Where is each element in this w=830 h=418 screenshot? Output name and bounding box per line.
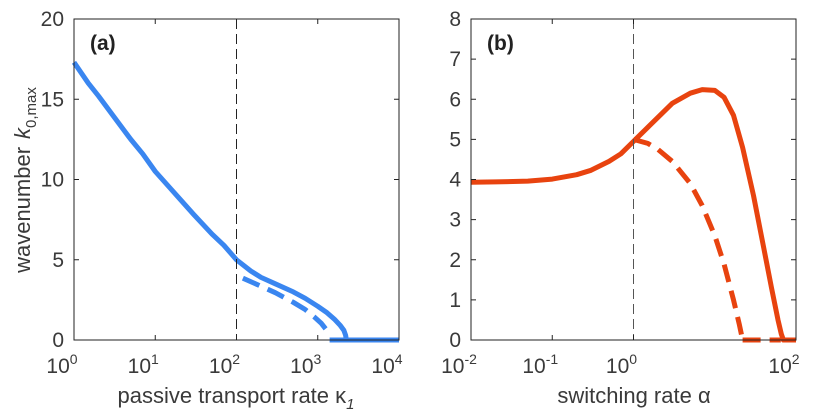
panel-b-y-tick-label: 7 <box>449 48 461 71</box>
panel-a-x-tick-label: 100 <box>46 351 77 378</box>
panel-a-xlabel: passive transport rate κ1 <box>117 383 354 413</box>
panel-a-series-0 <box>71 60 349 341</box>
panel-b-xlabel: switching rate α <box>557 383 711 408</box>
panel-b-x-tick-label: 10-1 <box>522 351 558 378</box>
panel-a-x-ticks: 100 101 102 103 104 <box>46 19 403 378</box>
panel-a-y-tick-label: 20 <box>41 8 64 31</box>
panel-b-x-tick-label: 10-2 <box>441 351 477 378</box>
panel-a-ylabel: wavenumberk0,max <box>10 87 40 274</box>
panel-b-label: (b) <box>487 32 514 55</box>
panel-a-x-tick-label: 102 <box>209 351 240 378</box>
panel-b-series-0 <box>470 87 796 343</box>
panel-b-y-tick-label: 5 <box>449 128 461 151</box>
panel-b-x-ticks: 10-2 10-1 100 102 <box>441 19 800 378</box>
panel-a-series-2 <box>241 275 328 331</box>
panel-b-y-tick-label: 8 <box>449 8 461 31</box>
panel-b-series-1 <box>632 136 746 341</box>
panel-b-y-tick-label: 2 <box>449 249 461 272</box>
panel-b-y-ticks: 0 1 2 3 4 5 6 7 8 <box>449 8 796 352</box>
panel-b-y-tick-label: 0 <box>449 329 461 352</box>
panel-a-y-tick-label: 5 <box>52 249 64 272</box>
panel-a-x-tick-label: 104 <box>371 351 402 378</box>
panel-a-x-tick-label: 101 <box>128 351 159 378</box>
panel-b-y-tick-label: 3 <box>449 209 461 232</box>
panel-a-x-tick-label: 103 <box>290 351 321 378</box>
panel-a-y-tick-label: 15 <box>41 88 64 111</box>
panel-b-y-tick-label: 4 <box>449 169 461 192</box>
panel-a: 100 101 102 103 104 0 5 10 15 20 (a) passive tra… <box>10 8 403 413</box>
panel-a-label: (a) <box>90 32 116 55</box>
panel-a-y-tick-label: 10 <box>41 169 64 192</box>
panel-b-x-tick-label: 102 <box>768 351 799 378</box>
panel-a-y-tick-label: 0 <box>52 329 64 352</box>
panel-b-x-tick-label: 100 <box>606 351 637 378</box>
panel-b-y-tick-label: 6 <box>449 88 461 111</box>
panel-b-y-tick-label: 1 <box>449 289 461 312</box>
panel-a-y-ticks: 0 5 10 15 20 <box>41 8 399 352</box>
panel-b: 10-2 10-1 100 102 0 1 2 3 4 5 6 7 8 (b) switching r… <box>441 8 800 408</box>
